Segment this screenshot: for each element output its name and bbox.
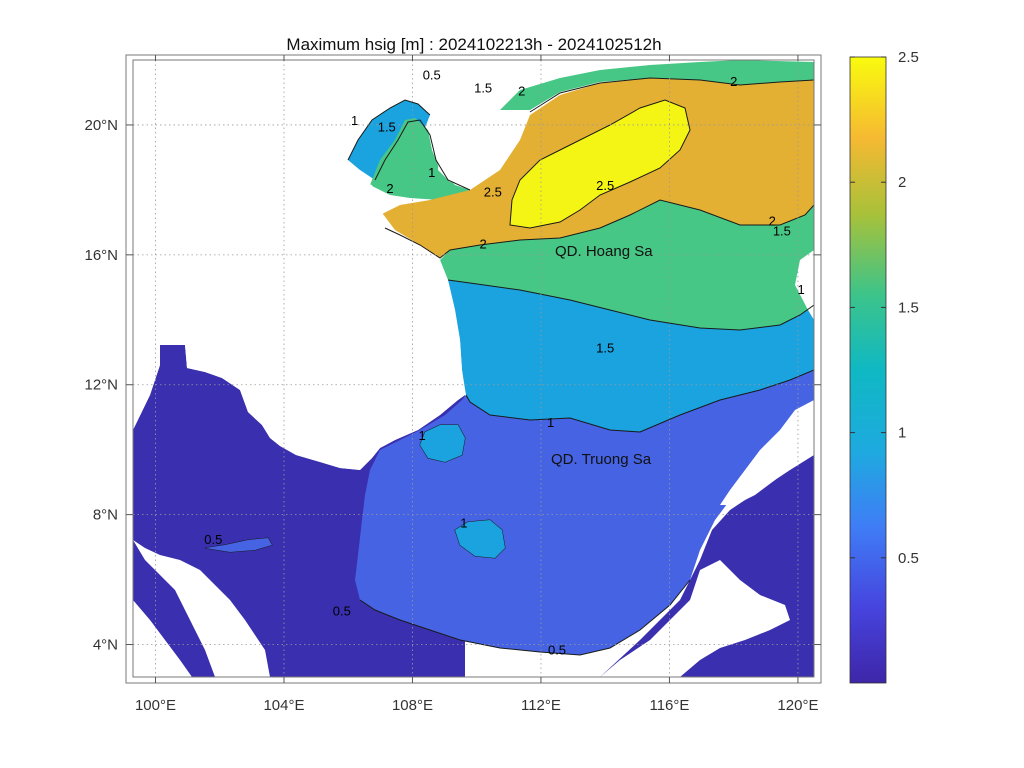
- contour-label: 0.5: [204, 532, 222, 547]
- annotation-hoang-sa: QD. Hoang Sa: [555, 243, 653, 260]
- band-15-2-tonkin: [370, 118, 470, 200]
- contour-label: 2.5: [484, 184, 502, 199]
- colorbar-tick-label: 1.5: [898, 299, 919, 316]
- contour-label: 2: [518, 84, 525, 99]
- contour-1-south: [465, 369, 814, 433]
- band-15-2: [440, 200, 814, 330]
- contour-label: 1.5: [474, 80, 492, 95]
- x-tick-label: 108°E: [392, 697, 433, 714]
- contour-label: 0.5: [548, 642, 566, 657]
- land-sumatra-tip: [133, 600, 192, 677]
- contour-label: 1: [418, 428, 425, 443]
- x-tick-label: 112°E: [521, 697, 561, 714]
- contour-label: 1: [428, 165, 435, 180]
- land-south-china-coast: [420, 60, 814, 110]
- contour-05-south: [359, 579, 691, 656]
- band-05-1: [355, 370, 814, 655]
- map-frame-outer: [125, 54, 822, 684]
- x-tick-label: 100°E: [135, 697, 176, 714]
- band-15-2-north: [500, 60, 814, 110]
- y-tick-label: 16°N: [84, 247, 118, 264]
- land-hainan: [438, 122, 512, 185]
- contour-label: 0.5: [423, 67, 441, 82]
- land-borneo: [600, 560, 790, 677]
- y-tick-label: 4°N: [93, 637, 118, 654]
- contour-25: [509, 99, 691, 229]
- y-tick-label: 20°N: [84, 117, 118, 134]
- y-tick-label: 12°N: [84, 377, 118, 394]
- contour-label: 1: [547, 415, 554, 430]
- contour-label: 1.5: [773, 223, 791, 238]
- annotation-truong-sa: QD. Truong Sa: [551, 451, 652, 468]
- colorbar-tick-label: 0.5: [898, 550, 919, 567]
- chart-title: Maximum hsig [m] : 2024102213h - 2024102…: [286, 35, 661, 54]
- land-philippines: [720, 250, 814, 505]
- gulf-band-05: [205, 538, 272, 552]
- contour-label: 2: [730, 74, 737, 89]
- contour-label: 0.5: [333, 603, 351, 618]
- y-tick-label: 8°N: [93, 507, 118, 524]
- contour-2-north: [529, 77, 814, 113]
- contour-15-south: [447, 279, 814, 331]
- colorbar-ticks: 0.5 1 1.5 2 2.5: [850, 49, 919, 567]
- contour-label: 2: [386, 181, 393, 196]
- colorbar-tick-label: 2: [898, 174, 906, 191]
- x-tick-label: 104°E: [263, 697, 304, 714]
- x-tick-label: 120°E: [777, 697, 818, 714]
- land-malay-peninsula: [133, 540, 270, 677]
- island-band-1-b: [455, 520, 505, 558]
- contour-label: 2: [480, 236, 487, 251]
- colorbar-tick-label: 1: [898, 425, 906, 442]
- contour-2-south: [384, 199, 814, 259]
- axes: 100°E 104°E 108°E 112°E 116°E 120°E 4°N 8°N 12°N…: [84, 55, 821, 714]
- contour-label: 2.5: [596, 178, 614, 193]
- contour-label: 2: [769, 214, 776, 229]
- x-tick-label: 116°E: [649, 697, 689, 714]
- contour-1-tonkin: [347, 99, 431, 161]
- band-25-plus: [510, 100, 690, 228]
- contour-labels: 0.51.5 21 1.512 2.5 2.5221.5121.51110.50.50.…: [204, 67, 805, 657]
- band-1-15: [448, 280, 814, 432]
- contour-15-tonkin: [374, 119, 471, 191]
- colorbar-tick-label: 2.5: [898, 49, 919, 66]
- colorbar-gradient: [849, 56, 887, 684]
- contour-label: 1.5: [596, 340, 614, 355]
- island-band-1-a: [420, 425, 465, 462]
- grid-lines: [133, 60, 814, 677]
- colorbar: 0.5 1 1.5 2 2.5: [849, 49, 919, 684]
- contour-label: 1: [351, 113, 358, 128]
- contour-label: 1: [798, 282, 805, 297]
- land-indochina: [133, 60, 465, 470]
- contour-label: 1.5: [378, 119, 396, 134]
- contour-label: 1: [460, 516, 467, 531]
- map-frame-inner: [132, 59, 815, 678]
- map-plot: 0.51.5 21 1.512 2.5 2.5221.5121.51110.50.50.…: [133, 60, 814, 677]
